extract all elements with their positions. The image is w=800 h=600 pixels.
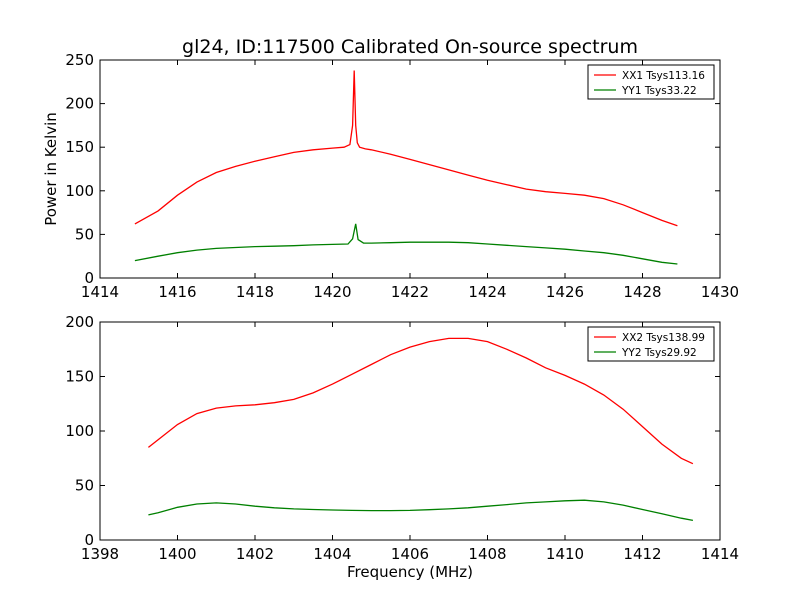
legend: XX1 Tsys113.16 YY1 Tsys33.22: [587, 64, 715, 100]
y-tick-label: 250: [65, 51, 94, 69]
y-tick-label: 150: [65, 368, 94, 386]
y-tick-label: 100: [65, 182, 94, 200]
y-tick-label: 150: [65, 138, 94, 156]
y-tick-label: 0: [84, 269, 94, 287]
y-tick-label: 50: [75, 225, 94, 243]
x-tick-label: 1424: [468, 283, 506, 301]
legend-entry: XX1 Tsys113.16: [622, 70, 705, 82]
x-tick-label: 1428: [623, 283, 661, 301]
legend-box: [587, 64, 715, 100]
x-tick-label: 1398: [81, 545, 119, 563]
legend: XX2 Tsys138.99 YY2 Tsys29.92: [587, 326, 715, 362]
figure-title: gl24, ID:117500 Calibrated On-source spe…: [182, 36, 638, 58]
x-tick-label: 1422: [391, 283, 429, 301]
x-tick-label: 1406: [391, 545, 429, 563]
x-tick-label: 1420: [313, 283, 351, 301]
y-tick-label: 0: [84, 531, 94, 549]
series-line-yy1: [134, 223, 678, 265]
x-tick-label: 1410: [546, 545, 584, 563]
x-tick-label: 1400: [158, 545, 196, 563]
legend-box: [587, 326, 715, 362]
y-tick-label: 100: [65, 422, 94, 440]
x-tick-label: 1426: [546, 283, 584, 301]
x-tick-label: 1416: [158, 283, 196, 301]
x-tick-label: 1414: [81, 283, 119, 301]
series-line-xx1: [134, 70, 678, 227]
series-line-xx2: [147, 337, 694, 465]
y-tick-label: 50: [75, 477, 94, 495]
x-axis-label: Frequency (MHz): [347, 563, 473, 581]
top-panel: 1414 1416 1418 1420 1422 1424 1426 1428 1430 0 50 1…: [42, 51, 739, 301]
x-tick-label: 1430: [701, 283, 739, 301]
y-tick-label: 200: [65, 313, 94, 331]
y-tick-label: 200: [65, 95, 94, 113]
x-tick-label: 1402: [236, 545, 274, 563]
bottom-panel: 1398 1400 1402 1404 1406 1408 1410 1412 1414 0 50 1…: [65, 313, 739, 581]
x-tick-label: 1418: [236, 283, 274, 301]
legend-entry: YY2 Tsys29.92: [621, 347, 697, 359]
x-tick-label: 1404: [313, 545, 351, 563]
y-axis-label: Power in Kelvin: [42, 112, 60, 226]
x-tick-label: 1408: [468, 545, 506, 563]
legend-entry: XX2 Tsys138.99: [622, 332, 705, 344]
x-tick-label: 1412: [623, 545, 661, 563]
series-line-yy2: [148, 499, 694, 522]
x-tick-label: 1414: [701, 545, 739, 563]
legend-entry: YY1 Tsys33.22: [621, 85, 697, 97]
